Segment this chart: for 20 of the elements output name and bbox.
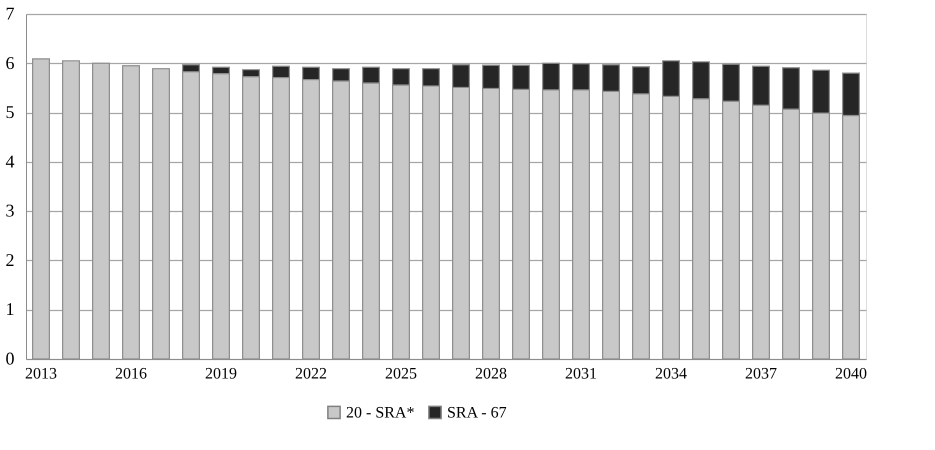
x-tick-label: 2016	[115, 366, 147, 382]
y-tick-label: 0	[6, 348, 14, 368]
y-tick-label: 3	[6, 200, 14, 221]
x-tick-label: 2013	[25, 366, 57, 382]
x-tick-label: 2040	[835, 366, 867, 382]
y-tick-label: 6	[6, 52, 14, 73]
x-tick-label: 2022	[295, 366, 327, 382]
x-tick-label: 2034	[655, 366, 687, 382]
legend-label: 20 - SRA*	[346, 404, 414, 422]
x-tick-label: 2037	[745, 366, 777, 382]
x-tick-label: 2025	[385, 366, 417, 382]
y-tick-label: 5	[6, 102, 14, 122]
x-tick-label: 2019	[205, 366, 237, 382]
legend-label: SRA - 67	[447, 404, 507, 422]
y-tick-label: 4	[6, 151, 14, 172]
y-tick-label: 1	[6, 299, 14, 320]
y-tick-label: 7	[6, 4, 14, 24]
x-tick-label: 2031	[565, 366, 597, 382]
x-tick-label: 2028	[475, 366, 507, 382]
y-tick-label: 2	[6, 250, 14, 270]
